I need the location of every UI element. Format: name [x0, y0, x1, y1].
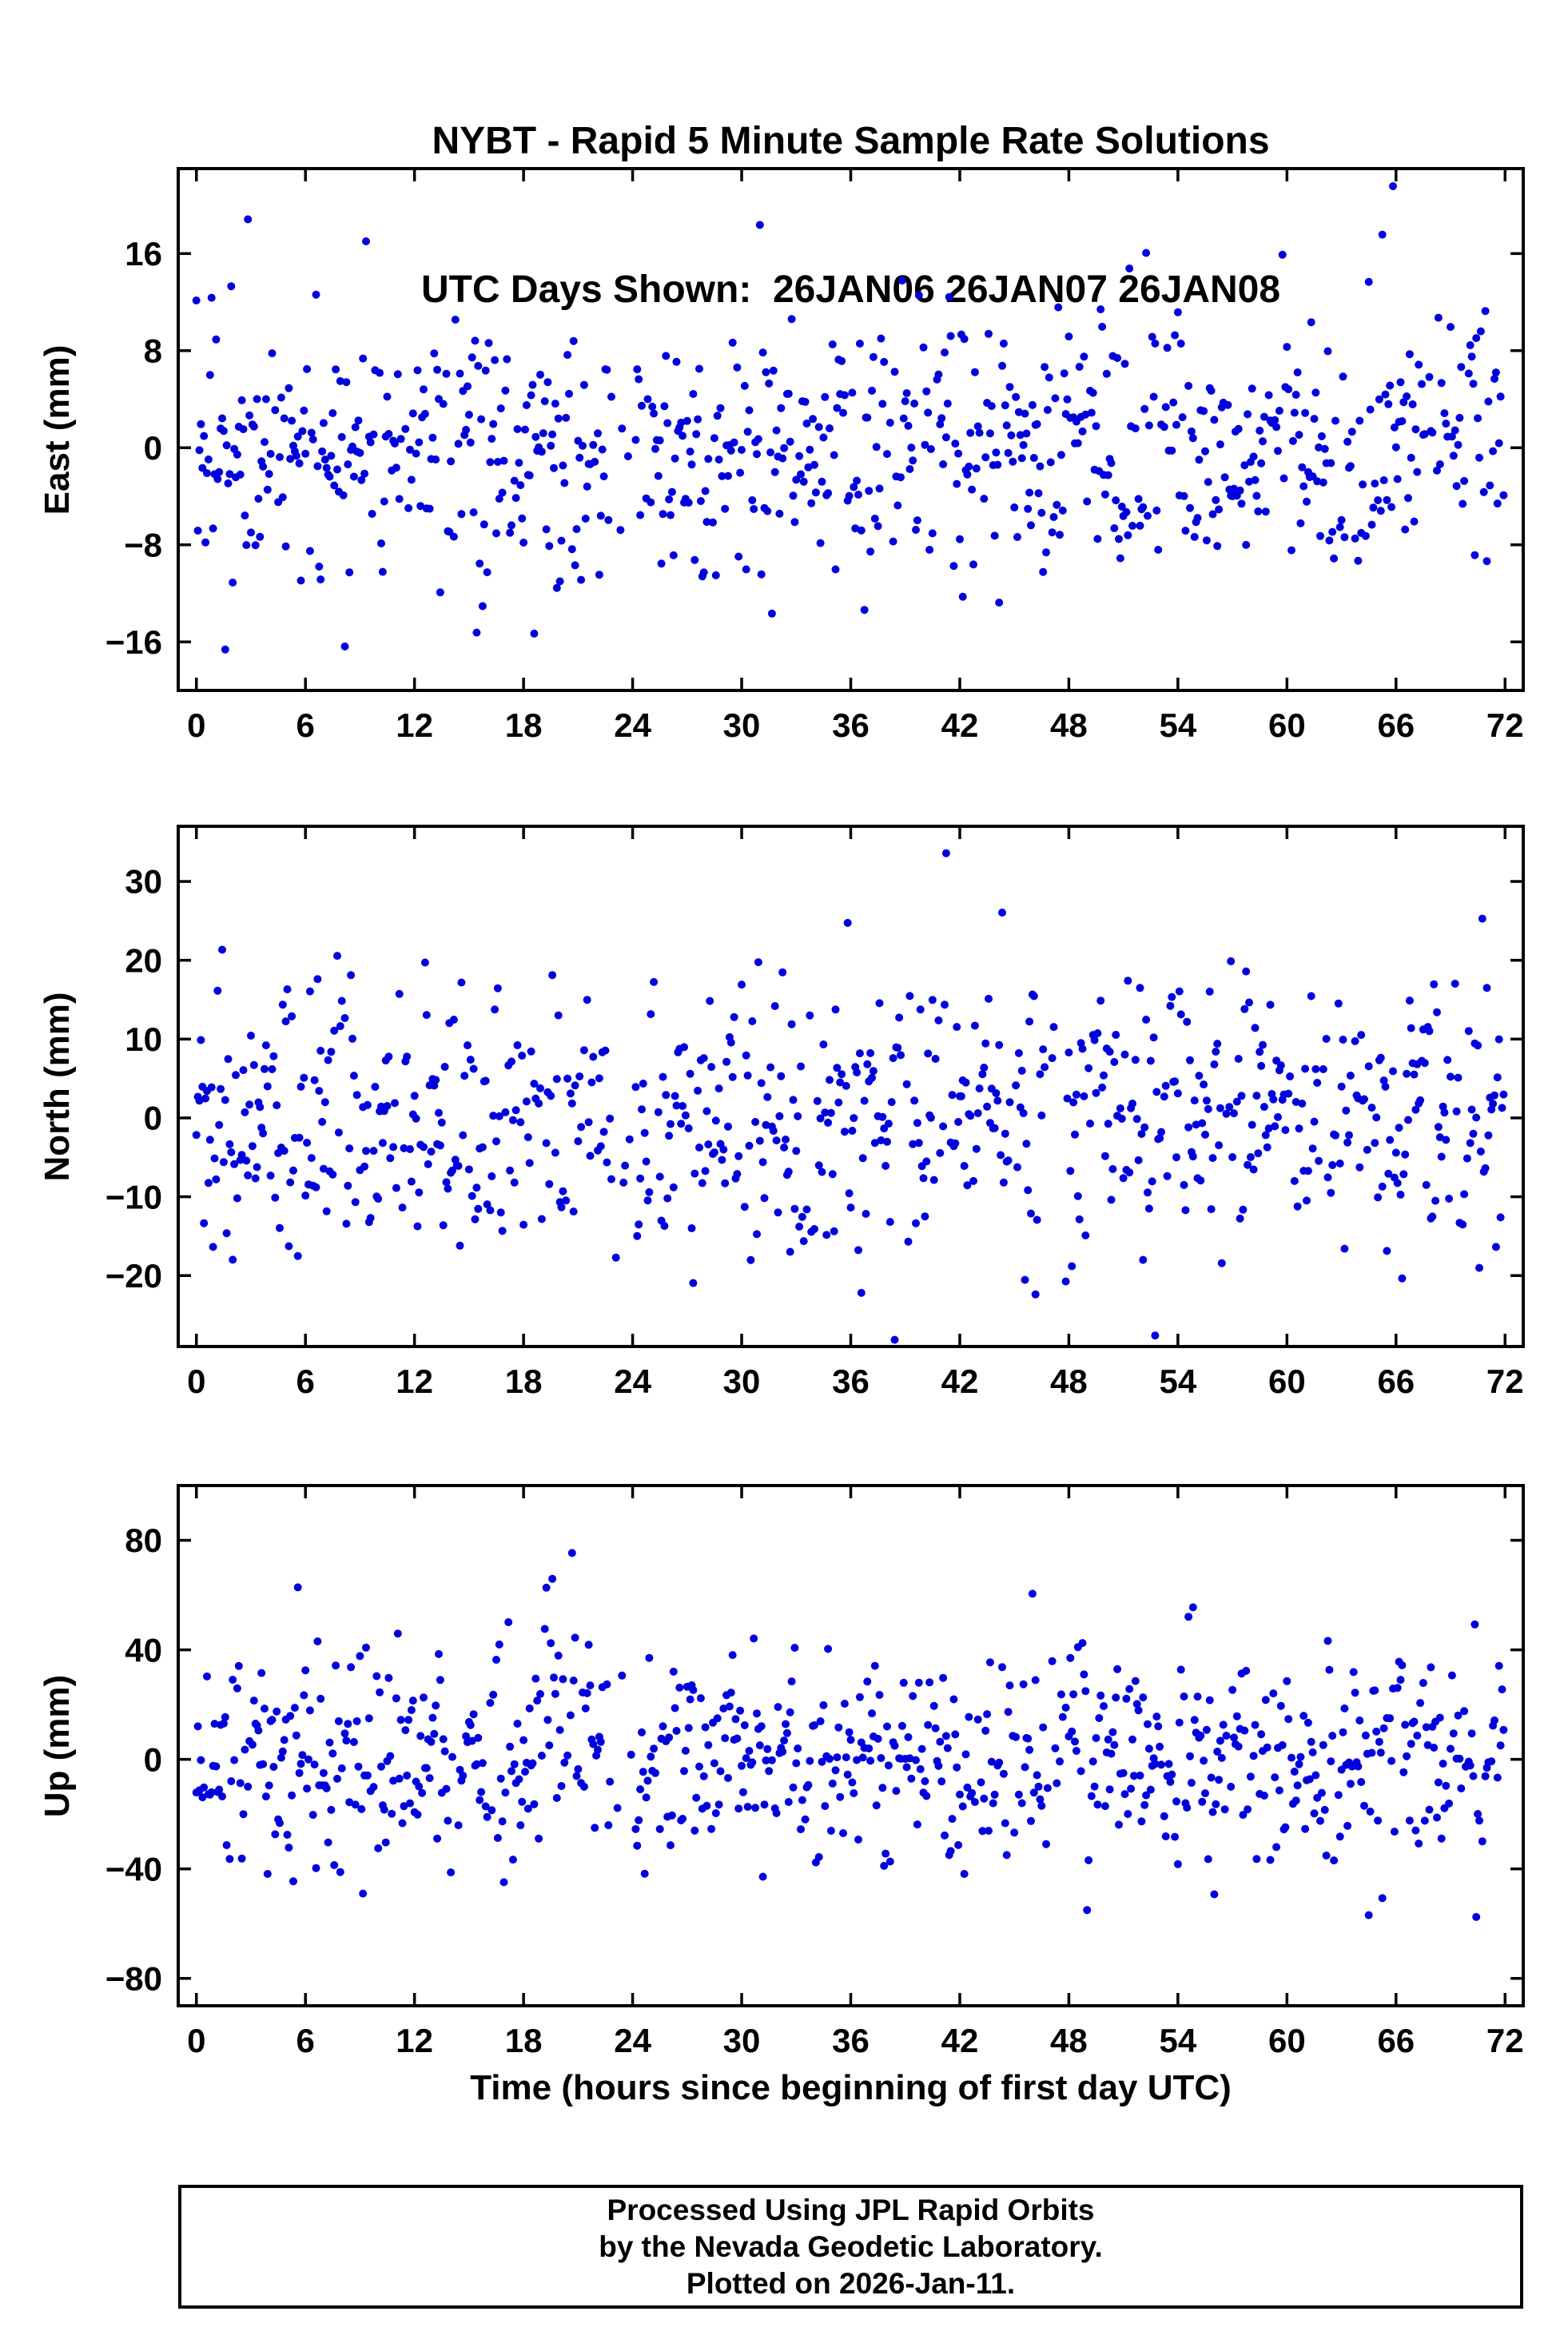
svg-text:6: 6	[296, 706, 315, 744]
svg-text:−10: −10	[105, 1178, 162, 1215]
north-data-points	[192, 849, 1508, 1344]
up-data-points	[192, 1549, 1508, 1921]
svg-text:54: 54	[1160, 706, 1197, 744]
svg-text:10: 10	[125, 1020, 162, 1058]
svg-text:40: 40	[125, 1631, 162, 1669]
svg-text:18: 18	[505, 2022, 543, 2059]
svg-text:48: 48	[1050, 1362, 1088, 1400]
y-axis-label-north: North (mm)	[38, 992, 77, 1182]
east-frame	[177, 167, 1525, 692]
svg-text:66: 66	[1377, 2022, 1415, 2059]
svg-text:30: 30	[723, 2022, 761, 2059]
svg-text:12: 12	[396, 706, 433, 744]
svg-text:−16: −16	[105, 623, 162, 661]
svg-text:0: 0	[144, 429, 162, 467]
svg-text:36: 36	[832, 706, 870, 744]
svg-text:30: 30	[723, 706, 761, 744]
svg-text:8: 8	[144, 332, 162, 369]
svg-text:54: 54	[1160, 1362, 1197, 1400]
svg-text:0: 0	[144, 1740, 162, 1778]
svg-text:60: 60	[1268, 1362, 1306, 1400]
y-axis-label-up: Up (mm)	[38, 1674, 77, 1818]
svg-text:24: 24	[614, 2022, 651, 2059]
svg-text:12: 12	[396, 2022, 433, 2059]
east-data-points	[192, 182, 1508, 654]
north-frame	[177, 825, 1525, 1348]
up-frame	[177, 1484, 1525, 2007]
svg-text:72: 72	[1486, 706, 1524, 744]
panel-up: 0 6 12 18 24 30 36 42 48 54 60 66 72 −80 −40 0 40 80	[105, 1484, 1525, 2059]
svg-text:0: 0	[187, 706, 205, 744]
svg-text:0: 0	[144, 1100, 162, 1137]
east-tick-labels: 0 6 12 18 24 30 36 42 48 54 60 66 72 −16 −8 0 8 16	[105, 235, 1524, 744]
north-tick-labels: 0 6 12 18 24 30 36 42 48 54 60 66 72 −20 −10 0 10 20 30	[105, 863, 1524, 1400]
svg-text:0: 0	[187, 1362, 205, 1400]
svg-text:18: 18	[505, 1362, 543, 1400]
svg-text:20: 20	[125, 941, 162, 979]
svg-text:48: 48	[1050, 2022, 1088, 2059]
svg-text:30: 30	[723, 1362, 761, 1400]
footer-line2: by the Nevada Geodetic Laboratory.	[599, 2230, 1103, 2263]
svg-text:60: 60	[1268, 706, 1306, 744]
y-axis-label-east: East (mm)	[38, 344, 77, 515]
svg-text:42: 42	[941, 1362, 979, 1400]
svg-text:80: 80	[125, 1522, 162, 1559]
svg-text:12: 12	[396, 1362, 433, 1400]
up-tick-labels: 0 6 12 18 24 30 36 42 48 54 60 66 72 −80 −40 0 40 80	[105, 1522, 1524, 2059]
svg-text:16: 16	[125, 235, 162, 272]
chart-title-line2: UTC Days Shown: 26JAN06 26JAN07 26JAN08	[420, 269, 1281, 311]
svg-text:6: 6	[296, 2022, 315, 2059]
svg-text:36: 36	[832, 1362, 870, 1400]
svg-text:48: 48	[1050, 706, 1088, 744]
east-ticks	[178, 169, 1523, 690]
svg-text:6: 6	[296, 1362, 315, 1400]
svg-text:24: 24	[614, 1362, 651, 1400]
svg-text:24: 24	[614, 706, 651, 744]
panel-east: 0 6 12 18 24 30 36 42 48 54 60 66 72 −16 −8 0 8 16	[105, 167, 1525, 744]
svg-text:−40: −40	[105, 1850, 162, 1888]
svg-text:−80: −80	[105, 1959, 162, 1997]
chart-title: NYBT - Rapid 5 Minute Sample Rate Soluti…	[178, 18, 1523, 414]
chart-title-line1: NYBT - Rapid 5 Minute Sample Rate Soluti…	[432, 120, 1270, 162]
svg-text:42: 42	[941, 2022, 979, 2059]
svg-text:36: 36	[832, 2022, 870, 2059]
svg-text:72: 72	[1486, 1362, 1524, 1400]
svg-text:−20: −20	[105, 1257, 162, 1295]
svg-text:30: 30	[125, 863, 162, 901]
x-axis-label: Time (hours since beginning of first day…	[470, 2068, 1232, 2107]
svg-text:66: 66	[1377, 706, 1415, 744]
north-ticks	[178, 826, 1523, 1347]
svg-text:54: 54	[1160, 2022, 1197, 2059]
up-ticks	[178, 1486, 1523, 2006]
svg-text:0: 0	[187, 2022, 205, 2059]
panel-north: 0 6 12 18 24 30 36 42 48 54 60 66 72 −20 −10 0 10 20 30	[105, 825, 1525, 1400]
svg-text:66: 66	[1377, 1362, 1415, 1400]
svg-text:−8: −8	[124, 526, 162, 563]
svg-text:72: 72	[1486, 2022, 1524, 2059]
footer-box: Processed Using JPL Rapid Orbits by the …	[178, 2185, 1523, 2309]
footer-line1: Processed Using JPL Rapid Orbits	[607, 2193, 1095, 2226]
footer-line3: Plotted on 2026-Jan-11.	[686, 2266, 1016, 2300]
svg-text:42: 42	[941, 706, 979, 744]
svg-text:60: 60	[1268, 2022, 1306, 2059]
svg-text:18: 18	[505, 706, 543, 744]
